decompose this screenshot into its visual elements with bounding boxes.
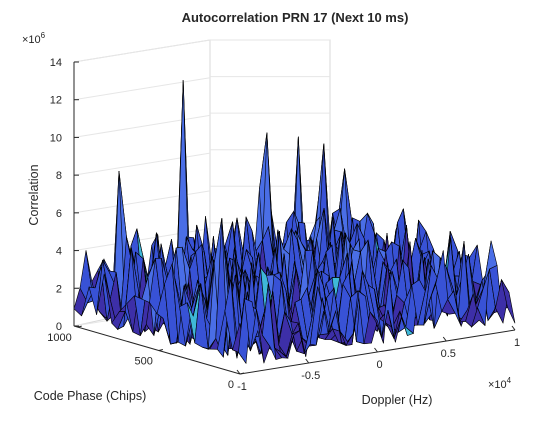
y-tick-label: 1000 bbox=[47, 332, 71, 344]
x-axis-label: Doppler (Hz) bbox=[362, 393, 433, 407]
z-axis-label: Correlation bbox=[27, 164, 41, 225]
z-tick-label: 6 bbox=[56, 208, 62, 220]
correlation-surface bbox=[73, 79, 516, 365]
z-tick-label: 8 bbox=[56, 170, 62, 182]
grid-line bbox=[73, 77, 211, 101]
y-tick-mark bbox=[158, 349, 163, 352]
z-tick-label: 4 bbox=[56, 246, 62, 258]
y-tick-mark bbox=[77, 325, 82, 328]
y-tick-label: 500 bbox=[135, 356, 153, 368]
grid-line bbox=[73, 152, 211, 176]
y-axis-label: Code Phase (Chips) bbox=[34, 389, 147, 403]
chart-title: Autocorrelation PRN 17 (Next 10 ms) bbox=[182, 10, 409, 25]
x-tick-label: 0 bbox=[376, 359, 382, 371]
x-tick-mark bbox=[305, 358, 310, 364]
z-tick-label: 14 bbox=[50, 57, 62, 69]
y-axis-ticks: 0 500 1000 bbox=[47, 325, 245, 391]
x-tick-mark bbox=[374, 347, 378, 353]
x-tick-mark bbox=[511, 325, 516, 331]
z-tick-label: 10 bbox=[50, 132, 62, 144]
z-tick-label: 12 bbox=[50, 95, 62, 107]
z-tick-label: 0 bbox=[56, 321, 62, 333]
grid-line bbox=[73, 39, 211, 63]
z-exponent-label: ×106 bbox=[22, 31, 46, 46]
x-tick-label: -1 bbox=[237, 381, 247, 393]
z-axis-ticks: 0 2 4 6 8 10 12 14 bbox=[50, 57, 79, 333]
x-tick-label: -0.5 bbox=[301, 370, 320, 382]
z-tick-label: 2 bbox=[56, 283, 62, 295]
x-tick-mark bbox=[442, 336, 447, 342]
grid-line bbox=[73, 114, 211, 138]
y-tick-mark bbox=[239, 372, 245, 375]
x-axis-ticks: -1 -0.5 0 0.5 1 bbox=[236, 325, 520, 393]
x-tick-label: 0.5 bbox=[441, 348, 456, 360]
x-tick-mark bbox=[236, 369, 241, 375]
y-tick-label: 0 bbox=[228, 379, 234, 391]
surface-patch bbox=[501, 279, 516, 324]
x-exponent-label: ×104 bbox=[488, 376, 512, 391]
x-tick-label: 1 bbox=[514, 337, 520, 349]
